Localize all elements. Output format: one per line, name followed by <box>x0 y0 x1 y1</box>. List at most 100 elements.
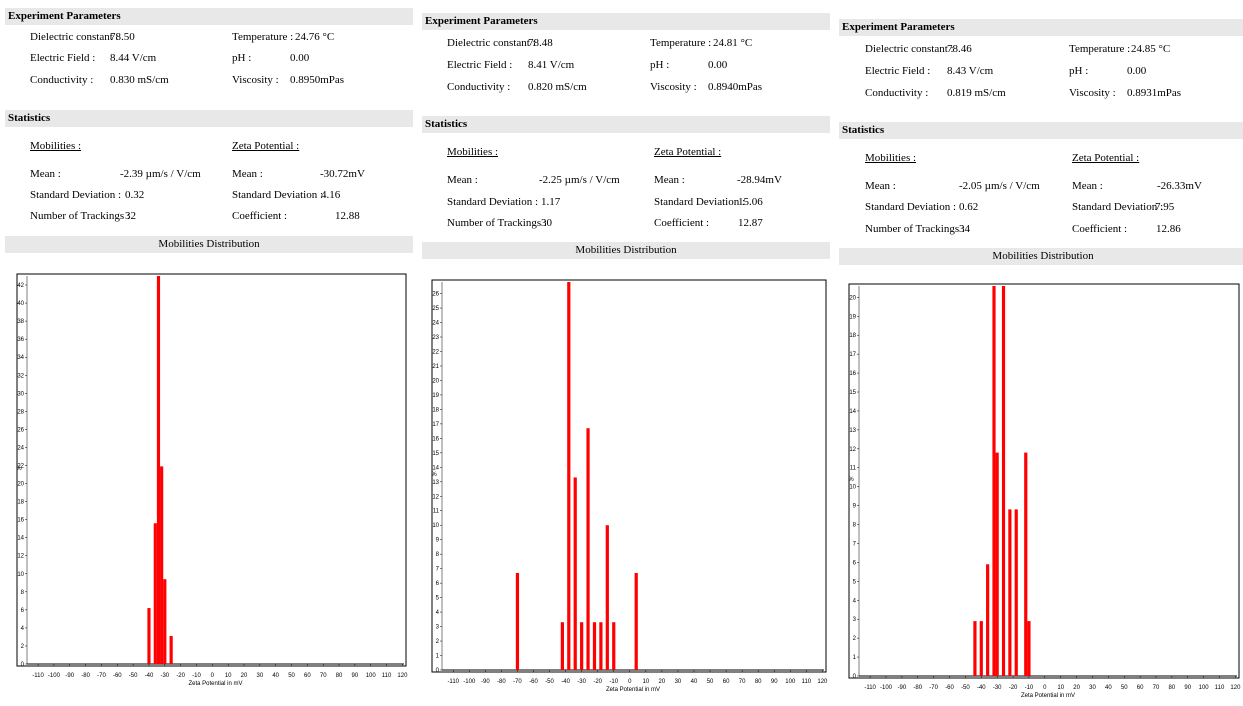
histogram-chart: 024681012141618202224262830323436384042-… <box>16 273 408 687</box>
x-tick-label: 120 <box>1230 685 1241 691</box>
x-tick-label: 40 <box>1105 685 1112 691</box>
histogram-bar <box>163 579 167 664</box>
x-tick-label: 20 <box>1073 685 1080 691</box>
y-tick-label: 15 <box>849 390 856 396</box>
y-tick-label: 6 <box>853 560 857 566</box>
x-axis-label: Zeta Potential in mV <box>606 687 660 693</box>
y-tick-label: 11 <box>433 509 440 515</box>
x-tick-label: -40 <box>561 679 570 685</box>
zeta-std-label: Standard Deviation : <box>232 189 324 201</box>
x-tick-label: -90 <box>898 685 907 691</box>
x-tick-label: 100 <box>1199 685 1210 691</box>
zeta-std-value: 4.16 <box>321 189 341 201</box>
y-tick-label: 14 <box>432 465 439 471</box>
ph-value: 0.00 <box>1127 65 1147 77</box>
x-tick-label: -110 <box>864 685 876 691</box>
y-tick-label: 36 <box>17 337 24 343</box>
y-tick-label: 18 <box>17 500 24 506</box>
histogram-bar <box>1014 509 1018 676</box>
y-tick-label: 18 <box>432 407 439 413</box>
y-tick-label: 2 <box>853 636 857 642</box>
x-tick-label: 10 <box>642 679 649 685</box>
y-tick-label: 21 <box>432 364 439 370</box>
x-tick-label: -80 <box>497 679 506 685</box>
distribution-header: Mobilities Distribution <box>5 236 413 253</box>
histogram-bar <box>599 622 603 670</box>
mob-mean-label: Mean : <box>30 168 61 180</box>
x-tick-label: -80 <box>913 685 922 691</box>
conductivity-label: Conductivity : <box>865 87 929 99</box>
x-tick-label: -10 <box>192 673 201 679</box>
x-tick-label: -80 <box>81 673 90 679</box>
mob-mean-value: -2.39 µm/s / V/cm <box>120 168 201 180</box>
y-tick-label: 25 <box>432 306 439 312</box>
zeta-mean-value: -30.72mV <box>320 168 365 180</box>
y-tick-label: 2 <box>21 644 25 650</box>
y-tick-label: 12 <box>849 447 856 453</box>
x-tick-label: 100 <box>785 679 796 685</box>
y-axis-label: % <box>431 472 437 478</box>
x-tick-label: -10 <box>1025 685 1034 691</box>
histogram-bar <box>586 428 590 670</box>
zeta-std-label: Standard Deviation : <box>1072 201 1164 213</box>
x-tick-label: 120 <box>817 679 828 685</box>
y-tick-label: 34 <box>17 355 24 361</box>
zeta-label: Zeta Potential : <box>232 140 300 152</box>
viscosity-label: Viscosity : <box>232 74 279 86</box>
zeta-mean-label: Mean : <box>654 174 685 186</box>
conductivity-value: 0.830 mS/cm <box>110 74 169 86</box>
y-tick-label: 20 <box>17 482 24 488</box>
coefficient-value: 12.87 <box>738 217 763 229</box>
x-tick-label: -40 <box>977 685 986 691</box>
y-tick-label: 24 <box>17 445 24 451</box>
zeta-std-value: 15.06 <box>738 196 763 208</box>
y-tick-label: 7 <box>853 541 857 547</box>
coefficient-value: 12.88 <box>335 210 360 222</box>
histogram-bar <box>147 608 151 664</box>
y-tick-label: 30 <box>17 391 24 397</box>
x-tick-label: -50 <box>129 673 138 679</box>
y-tick-label: 0 <box>436 668 440 674</box>
y-tick-label: 4 <box>853 598 857 604</box>
histogram-bar <box>160 466 164 664</box>
x-tick-label: -70 <box>97 673 106 679</box>
viscosity-label: Viscosity : <box>1069 87 1116 99</box>
plot-frame <box>848 283 1240 679</box>
y-tick-label: 10 <box>849 485 856 491</box>
zeta-label: Zeta Potential : <box>654 146 722 158</box>
y-tick-label: 3 <box>436 625 440 631</box>
x-tick-label: -60 <box>945 685 954 691</box>
dielectric-label: Dielectric constant : <box>30 31 119 43</box>
y-tick-label: 12 <box>432 494 439 500</box>
mob-mean-value: -2.25 µm/s / V/cm <box>539 174 620 186</box>
y-tick-label: 42 <box>17 283 24 289</box>
histogram-bar <box>992 286 996 676</box>
histogram-bar <box>612 622 616 670</box>
tracks-value: 32 <box>125 210 136 222</box>
x-tick-label: 20 <box>241 673 248 679</box>
y-tick-label: 22 <box>17 463 24 469</box>
y-tick-label: 23 <box>432 335 439 341</box>
y-tick-label: 5 <box>853 579 857 585</box>
y-tick-label: 13 <box>849 428 856 434</box>
mob-std-label: Standard Deviation : <box>447 196 539 208</box>
x-axis-label: Zeta Potential in mV <box>188 681 242 687</box>
histogram-bar <box>580 622 584 670</box>
zeta-std-value: 7.95 <box>1155 201 1175 213</box>
x-tick-label: -60 <box>529 679 538 685</box>
x-tick-label: 110 <box>1215 685 1225 691</box>
x-tick-label: 10 <box>1057 685 1064 691</box>
y-tick-label: 0 <box>853 674 857 680</box>
plot-frame <box>16 273 407 667</box>
field-label: Electric Field : <box>865 65 931 77</box>
dielectric-value: 78.50 <box>110 31 135 43</box>
conductivity-label: Conductivity : <box>447 81 511 93</box>
mob-std-value: 0.62 <box>959 201 979 213</box>
zeta-mean-label: Mean : <box>1072 180 1103 192</box>
y-tick-label: 11 <box>850 466 857 472</box>
x-tick-label: 80 <box>1169 685 1176 691</box>
y-tick-label: 40 <box>17 301 24 307</box>
tracks-value: 34 <box>959 223 970 235</box>
y-tick-label: 19 <box>432 393 439 399</box>
